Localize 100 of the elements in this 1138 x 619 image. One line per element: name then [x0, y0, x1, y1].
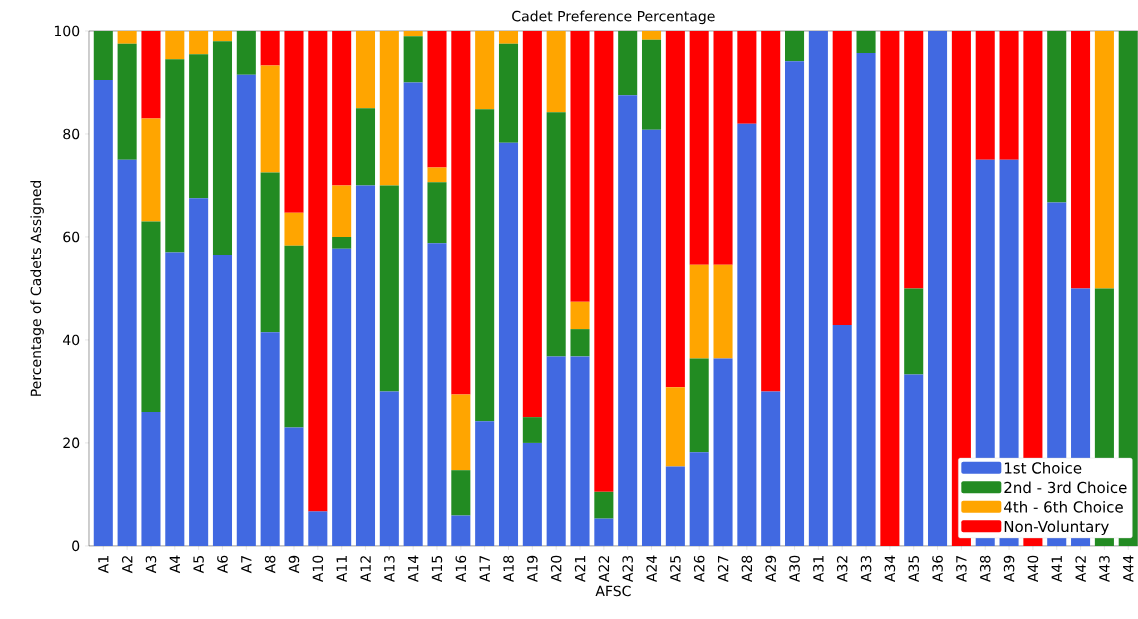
- x-tick-label: A44: [1123, 555, 1134, 583]
- x-tick-label: A26: [693, 555, 705, 583]
- bar: [761, 31, 781, 392]
- bar: [236, 74, 256, 546]
- legend-label: Non-Voluntary: [1004, 520, 1109, 536]
- bar: [737, 31, 757, 124]
- bar: [641, 129, 662, 546]
- x-tick-label: A1: [98, 556, 109, 574]
- legend-label: 1st Choice: [1004, 462, 1082, 474]
- bar: [737, 123, 757, 546]
- bar: [427, 182, 447, 244]
- bar: [1047, 31, 1067, 203]
- bar: [236, 31, 256, 75]
- bar: [570, 301, 590, 330]
- legend-label: 4th - 6th Choice: [1004, 501, 1123, 513]
- bar: [785, 61, 805, 546]
- x-tick-label: A27: [717, 556, 729, 583]
- x-tick-label: A28: [741, 555, 753, 583]
- bar: [618, 95, 638, 546]
- x-tick-label: A32: [836, 556, 848, 583]
- bar: [189, 54, 209, 199]
- bar: [522, 31, 542, 418]
- bar: [451, 470, 471, 516]
- bar: [1071, 31, 1091, 289]
- bar: [141, 412, 161, 546]
- y-tick-label: 60: [63, 231, 80, 243]
- x-tick-label: A42: [1075, 556, 1086, 583]
- chart-title: Cadet Preference Percentage: [512, 10, 715, 25]
- legend-label: 2nd - 3rd Choice: [1004, 481, 1127, 494]
- x-tick-label: A23: [622, 555, 633, 583]
- bar: [475, 421, 495, 546]
- x-tick-label: A14: [408, 555, 419, 583]
- x-tick-label: A39: [1003, 555, 1015, 583]
- x-tick-label: A37: [956, 556, 967, 583]
- x-tick-label: A12: [360, 556, 371, 583]
- bar: [379, 391, 399, 546]
- x-tick-label: A41: [1051, 556, 1062, 583]
- bar: [117, 31, 137, 44]
- x-tick-label: A38: [979, 555, 991, 583]
- bar: [427, 167, 447, 183]
- bar: [260, 332, 280, 546]
- bar: [355, 185, 376, 546]
- bar: [189, 31, 209, 55]
- bar: [165, 31, 185, 60]
- x-tick-label: A7: [241, 556, 252, 574]
- bar: [665, 31, 685, 388]
- bar: [594, 491, 614, 519]
- x-tick-label: A31: [813, 556, 824, 583]
- bar: [594, 518, 614, 546]
- bar: [498, 31, 519, 44]
- bar: [117, 159, 137, 546]
- bar: [212, 31, 233, 42]
- bar: [832, 31, 852, 326]
- bar: [522, 417, 542, 443]
- x-tick-label: A18: [503, 555, 514, 583]
- x-tick-label: A8: [264, 555, 276, 574]
- x-tick-label: A5: [193, 556, 204, 574]
- bar: [451, 394, 471, 471]
- bar: [904, 288, 924, 375]
- bar: [641, 31, 662, 40]
- x-axis-title: AFSC: [595, 585, 631, 597]
- x-tick-label: A43: [1099, 555, 1110, 583]
- x-tick-label: A19: [527, 555, 538, 583]
- bar: [689, 31, 709, 265]
- bar: [308, 31, 328, 512]
- bar: [332, 185, 352, 237]
- y-tick-label: 40: [63, 334, 80, 346]
- bar: [308, 511, 328, 546]
- bar: [522, 442, 542, 546]
- x-tick-label: A35: [908, 556, 920, 583]
- y-tick-label: 20: [63, 437, 80, 449]
- bar: [332, 31, 352, 186]
- x-tick-label: A9: [288, 555, 300, 574]
- bar: [212, 255, 233, 546]
- bar: [284, 31, 304, 213]
- bar: [689, 264, 709, 359]
- bar: [832, 325, 852, 546]
- bar: [689, 358, 709, 453]
- bar: [165, 59, 185, 253]
- bar: [928, 31, 948, 546]
- bar: [713, 264, 733, 359]
- x-tick-label: A17: [479, 556, 490, 583]
- x-tick-label: A22: [598, 556, 610, 583]
- bar: [975, 31, 995, 160]
- bar: [427, 31, 447, 168]
- x-tick-label: A6: [217, 555, 228, 574]
- bar: [761, 391, 781, 546]
- bar: [904, 374, 924, 546]
- x-tick-label: A25: [670, 556, 681, 583]
- y-tick-label: 0: [72, 540, 80, 552]
- bar: [260, 31, 280, 66]
- bar: [260, 172, 280, 333]
- bar: [379, 185, 399, 392]
- x-tick-label: A24: [646, 555, 657, 583]
- bar: [212, 41, 233, 256]
- bar: [904, 31, 924, 289]
- x-tick-label: A20: [550, 555, 562, 583]
- bar: [498, 43, 519, 143]
- bar: [689, 452, 709, 546]
- bar: [665, 466, 685, 546]
